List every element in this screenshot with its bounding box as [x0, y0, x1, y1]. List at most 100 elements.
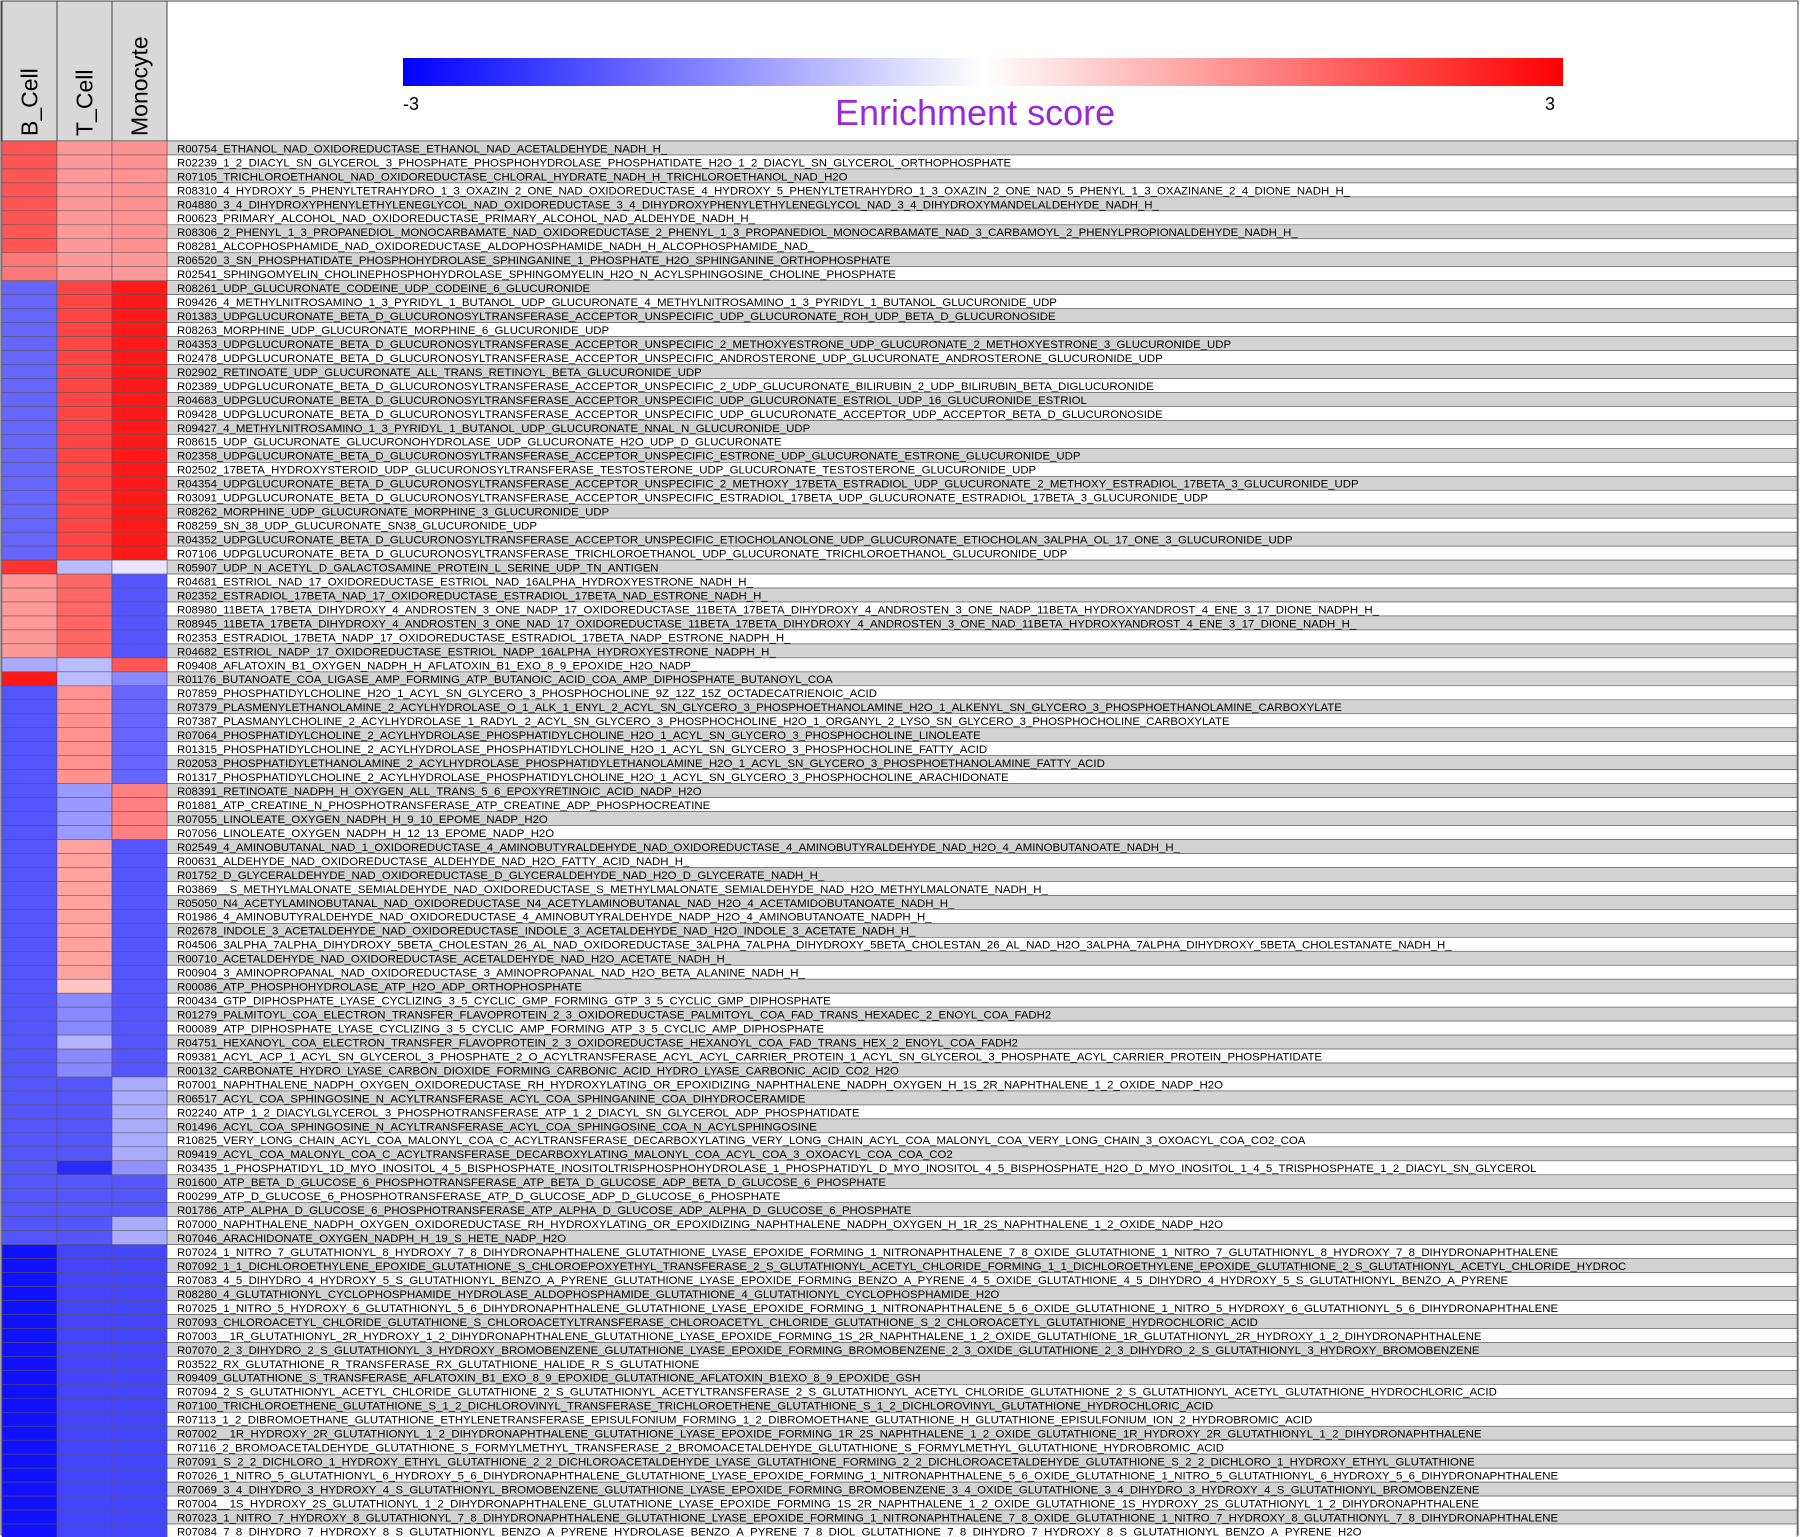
heatmap-cell — [56, 1076, 113, 1092]
heatmap-cell — [56, 1495, 113, 1511]
heatmap-cell — [111, 1439, 168, 1455]
row-label: R07106_UDPGLUCURONATE_BETA_D_GLUCURONOSY… — [177, 549, 1067, 561]
heatmap-cell — [111, 1398, 168, 1413]
heatmap-cell — [111, 1495, 168, 1511]
heatmap-cell — [56, 937, 113, 952]
heatmap-cell — [56, 1300, 113, 1315]
row-label: R07116_2_BROMOACETALDEHYDE_GLUTATHIONE_S… — [177, 1443, 1224, 1455]
row-label: R05050_N4_ACETYLAMINOBUTANAL_NAD_OXIDORE… — [177, 898, 955, 910]
heatmap-cell — [56, 1146, 113, 1162]
heatmap-cell — [1, 643, 58, 659]
row-label: R02053_PHOSPHATIDYLETHANOLAMINE_2_ACYLHY… — [177, 758, 1105, 770]
heatmap-cell — [1, 1384, 58, 1399]
heatmap-cell — [111, 797, 168, 812]
row-label: R07024_1_NITRO_7_GLUTATHIONYL_8_HYDROXY_… — [177, 1247, 1558, 1259]
heatmap-cell — [56, 797, 113, 812]
row-label: R01176_BUTANOATE_COA_LIGASE_AMP_FORMING_… — [177, 674, 833, 686]
heatmap-cell — [111, 1216, 168, 1231]
heatmap-cell — [111, 1188, 168, 1203]
heatmap-cell — [111, 378, 168, 393]
column-label: T_Cell — [72, 70, 98, 136]
heatmap-cell — [56, 517, 113, 533]
heatmap-cell — [56, 1034, 113, 1050]
heatmap-cell — [111, 350, 168, 365]
heatmap-cell — [111, 1370, 168, 1385]
row-label: R00132_CARBONATE_HYDRO_LYASE_CARBON_DIOX… — [177, 1065, 899, 1077]
row-label: R07025_1_NITRO_5_HYDROXY_6_GLUTATHIONYL_… — [177, 1303, 1558, 1315]
heatmap-cell — [111, 1467, 168, 1483]
row-label: R00710_ACETALDEHYDE_NAD_OXIDOREDUCTASE_A… — [177, 954, 732, 966]
heatmap-cell — [56, 1230, 113, 1245]
heatmap-cell — [56, 154, 113, 170]
row-label: R07859_PHOSPHATIDYLCHOLINE_H2O_1_ACYL_SN… — [177, 688, 877, 700]
heatmap-cell — [56, 615, 113, 631]
heatmap-cell — [1, 727, 58, 742]
row-label: R00086_ATP_PHOSPHOHYDROLASE_ATP_H2O_ADP_… — [177, 982, 582, 994]
heatmap-cell — [111, 280, 168, 295]
heatmap-cell — [111, 1300, 168, 1315]
heatmap-cell — [111, 839, 168, 854]
heatmap-cell — [111, 1034, 168, 1050]
heatmap-cell — [1, 825, 58, 840]
heatmap-cell — [1, 895, 58, 910]
row-label: R09419_ACYL_COA_MALONYL_COA_C_ACYLTRANSF… — [177, 1149, 953, 1161]
heatmap-cell — [1, 1076, 58, 1092]
heatmap-cell — [1, 1090, 58, 1106]
heatmap-cell — [1, 140, 58, 156]
heatmap-cell — [111, 266, 168, 281]
heatmap-cell — [111, 615, 168, 631]
heatmap-cell — [111, 210, 168, 226]
heatmap-cell — [111, 462, 168, 477]
heatmap-cell — [56, 1425, 113, 1441]
heatmap-cell — [111, 308, 168, 323]
heatmap-cell — [56, 1398, 113, 1413]
heatmap-cell — [1, 1314, 58, 1329]
row-label: R08259_SN_38_UDP_GLUCURONATE_SN38_GLUCUR… — [177, 521, 537, 533]
heatmap-cell — [1, 1495, 58, 1511]
heatmap-cell — [1, 364, 58, 379]
heatmap-cell — [1, 699, 58, 715]
row-label: R07091_S_2_2_DICHLORO_1_HYDROXY_ETHYL_GL… — [177, 1457, 1475, 1469]
heatmap-cell — [111, 294, 168, 309]
heatmap-cell — [1, 1370, 58, 1385]
heatmap-cell — [56, 559, 113, 575]
heatmap-cell — [111, 895, 168, 910]
heatmap-cell — [111, 434, 168, 449]
heatmap-cell — [56, 1216, 113, 1231]
row-label: R07023_1_NITRO_7_HYDROXY_8_GLUTATHIONYL_… — [177, 1512, 1558, 1524]
heatmap-cell — [111, 1412, 168, 1427]
heatmap-cell — [56, 783, 113, 798]
heatmap-cell — [56, 1244, 113, 1259]
heatmap-cell — [56, 1453, 113, 1469]
heatmap-cell — [111, 909, 168, 924]
heatmap-cell — [56, 350, 113, 365]
heatmap-cell — [56, 1020, 113, 1036]
heatmap-cell — [56, 699, 113, 715]
heatmap-cell — [56, 392, 113, 407]
row-label: R07379_PLASMENYLETHANOLAMINE_2_ACYLHYDRO… — [177, 702, 1342, 714]
heatmap-cell — [1, 1412, 58, 1427]
heatmap-cell — [56, 685, 113, 701]
heatmap-cell — [111, 643, 168, 659]
heatmap-cell — [56, 1048, 113, 1064]
heatmap-cell — [111, 937, 168, 952]
heatmap-cell — [111, 853, 168, 868]
heatmap-cell — [56, 476, 113, 491]
row-label: R07092_1_1_DICHLOROETHYLENE_EPOXIDE_GLUT… — [177, 1261, 1626, 1273]
heatmap-cell — [56, 168, 113, 184]
heatmap-cell — [56, 1370, 113, 1385]
column-header-cell — [1, 0, 58, 142]
row-label: R04506_3ALPHA_7ALPHA_DIHYDROXY_5BETA_CHO… — [177, 940, 1452, 952]
heatmap-cell — [1, 224, 58, 240]
heatmap-cell — [56, 140, 113, 156]
heatmap-cell — [111, 1146, 168, 1162]
heatmap-cell — [1, 1328, 58, 1343]
row-label: R02902_RETINOATE_UDP_GLUCURONATE_ALL_TRA… — [177, 367, 702, 379]
heatmap-cell — [111, 601, 168, 617]
row-label: R06517_ACYL_COA_SPHINGOSINE_N_ACYLTRANSF… — [177, 1093, 806, 1105]
heatmap-cell — [111, 867, 168, 882]
heatmap-cell — [111, 783, 168, 798]
heatmap-cell — [56, 825, 113, 840]
heatmap-cell — [1, 1272, 58, 1287]
heatmap-cell — [111, 168, 168, 184]
